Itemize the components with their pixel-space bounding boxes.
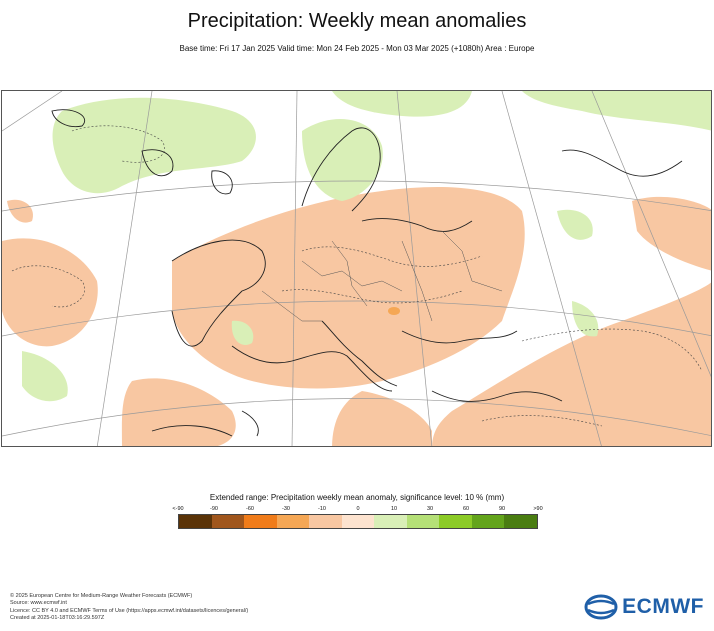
legend-swatch [471,515,505,528]
color-legend [178,514,538,529]
footer-line: Licence: CC BY 4.0 and ECMWF Terms of Us… [10,607,249,614]
dry-anomaly-regions [2,187,711,446]
legend-swatch [504,515,538,528]
strong-dry-spot [388,307,400,315]
legend-ticks: <-90 -90 -60 -30 -10 0 10 30 60 90 >90 [0,506,714,516]
legend-tick-label: -90 [210,506,218,512]
legend-tick-label: 60 [462,506,470,512]
legend-tick-label: -10 [318,506,326,512]
ecmwf-logo: ECMWF [584,594,704,620]
map-subtitle: Base time: Fri 17 Jan 2025 Valid time: M… [179,44,535,53]
legend-title: Extended range: Precipitation weekly mea… [209,493,505,502]
legend-swatch [406,515,440,528]
legend-swatch [341,515,375,528]
legend-swatch [309,515,342,528]
europe-map-graphic [2,91,711,446]
legend-tick-label: <-90 [172,506,184,512]
legend-swatch [211,515,245,528]
legend-swatch [244,515,277,528]
attribution: © 2025 European Centre for Medium-Range … [10,593,248,623]
legend-swatch [179,515,212,528]
wet-anomaly-regions [22,91,711,402]
legend-tick-label: -60 [246,506,254,512]
map-title: Precipitation: Weekly mean anomalies [187,10,527,32]
legend-swatch [439,515,472,528]
legend-tick-label: 0 [356,506,360,512]
ecmwf-logo-icon [584,594,618,620]
legend-swatch [276,515,310,528]
legend-tick-label: 10 [390,506,398,512]
country-borders [261,230,503,322]
footer-line: © 2025 European Centre for Medium-Range … [10,593,193,599]
legend-tick-label: 30 [426,506,434,512]
legend-swatch [374,515,407,528]
footer-line: Created at 2025-01-18T03:16:29.597Z [10,615,105,622]
legend-tick-label: >90 [533,506,543,512]
legend-tick-label: -30 [282,506,290,512]
logo-text: ECMWF [622,595,704,618]
significance-contours [11,125,703,427]
graticule [2,91,711,446]
anomaly-map [1,90,712,447]
footer-line: Source: www.ecmwf.int [10,600,67,607]
coastlines [51,109,683,437]
legend-tick-label: 90 [498,506,506,512]
